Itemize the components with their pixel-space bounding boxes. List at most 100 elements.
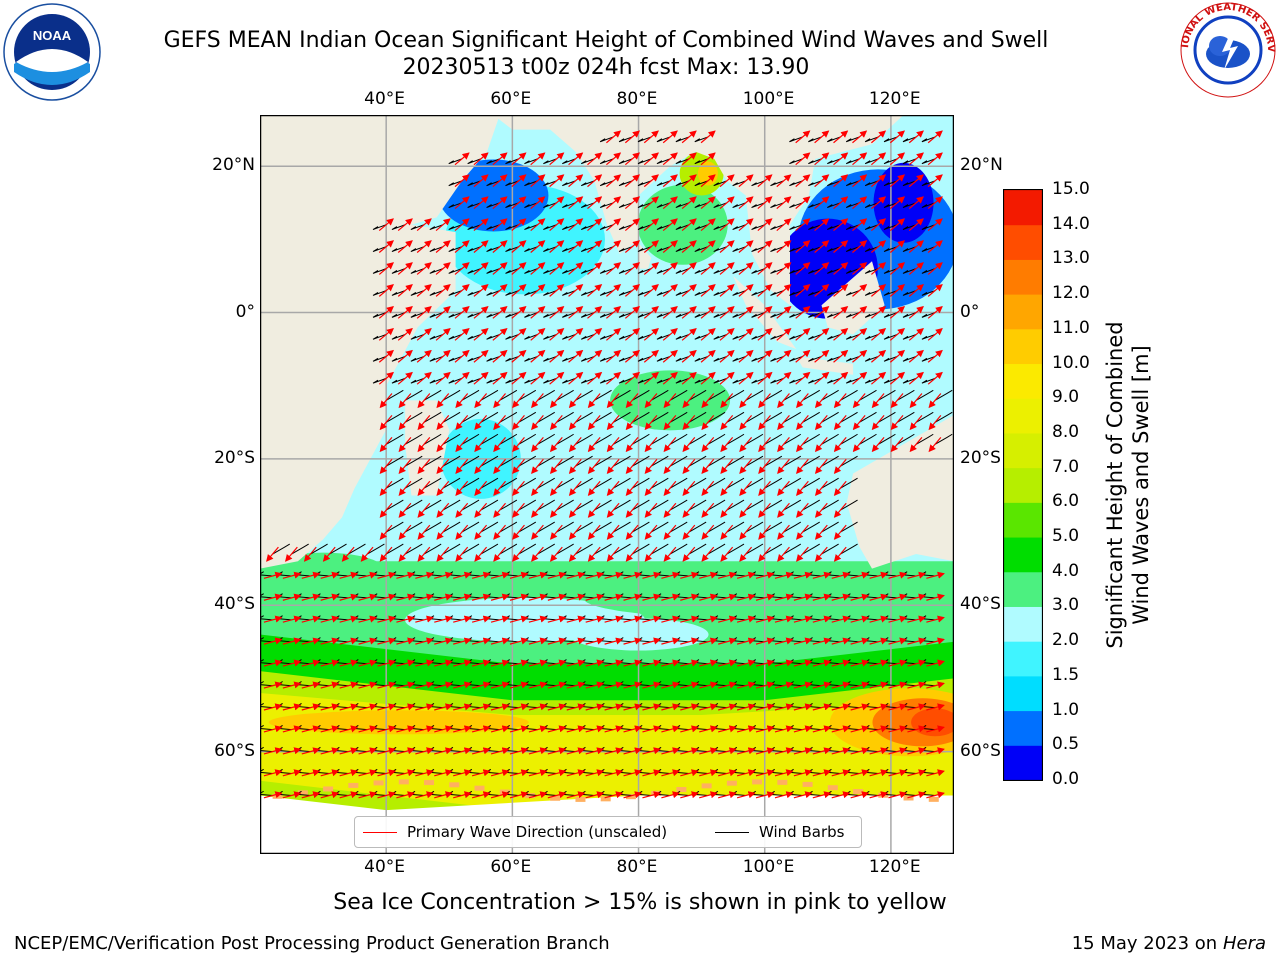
wave-arrow <box>680 571 699 579</box>
wind-barb <box>656 290 671 296</box>
wave-arrow <box>531 415 544 431</box>
wave-arrow <box>643 349 659 363</box>
wave-arrow <box>776 349 792 363</box>
wave-arrow <box>568 415 582 431</box>
wind-barb <box>789 158 803 165</box>
wind-barb <box>461 411 480 423</box>
wave-arrow <box>455 436 469 453</box>
colorbar-tick-label: 5.0 <box>1052 526 1080 547</box>
wave-arrow <box>814 502 828 518</box>
wave-arrow <box>814 371 830 385</box>
wind-barb <box>580 158 595 165</box>
wave-arrow <box>263 571 283 579</box>
wind-barb <box>260 703 273 709</box>
wind-barb <box>486 246 500 252</box>
wind-barb <box>505 312 519 318</box>
sea-ice-cell <box>701 783 712 789</box>
wave-arrow <box>435 284 451 297</box>
wind-barb <box>637 246 652 252</box>
wave-arrow <box>606 458 620 475</box>
wave-arrow <box>492 174 508 188</box>
wind-barb <box>524 224 538 231</box>
wind-barb <box>845 246 860 252</box>
wave-arrow <box>663 393 677 409</box>
colorbar-tick-label: 10.0 <box>1052 352 1090 373</box>
wind-barb <box>921 290 936 296</box>
wind-barb <box>404 455 423 467</box>
wind-barb <box>726 499 745 511</box>
wind-barb <box>821 389 839 401</box>
wave-arrow <box>889 327 906 341</box>
wave-arrow <box>606 240 622 253</box>
wave-arrow <box>511 371 527 385</box>
sea-ice-cell <box>297 790 308 796</box>
wave-arrow <box>531 480 544 496</box>
wave-arrow <box>606 349 622 363</box>
wind-barb <box>518 477 537 489</box>
sea-ice-cell <box>348 782 359 788</box>
wave-arrow <box>587 502 601 518</box>
wind-barb <box>537 477 555 489</box>
wave-arrow <box>531 546 544 562</box>
wave-arrow <box>890 415 904 431</box>
wave-arrow <box>378 284 394 297</box>
wind-barb <box>864 246 879 252</box>
wave-arrow <box>719 305 735 319</box>
wind-barb <box>618 290 633 296</box>
lon-tick-label: 120°E <box>868 89 921 109</box>
wind-barb <box>707 389 726 401</box>
wave-arrow <box>379 502 393 518</box>
wave-arrow <box>492 371 508 385</box>
wind-barb <box>429 246 444 252</box>
wind-barb <box>580 377 595 384</box>
wave-arrow <box>624 349 641 363</box>
wave-arrow <box>643 305 659 319</box>
wave-arrow <box>909 415 923 431</box>
colorbar-title-line2: Wind Waves and Swell [m] <box>1129 345 1153 625</box>
wave-arrow <box>568 196 584 210</box>
wave-arrow <box>473 371 489 385</box>
wave-arrow <box>662 240 678 253</box>
wind-barb <box>783 389 802 401</box>
wave-arrow <box>795 196 811 210</box>
wind-barb <box>410 334 425 340</box>
sea-ice-cell <box>625 794 636 800</box>
colorbar-segment <box>1004 641 1042 677</box>
sea-ice-cell <box>928 796 939 802</box>
wave-arrow <box>568 546 582 562</box>
wave-arrow <box>493 524 506 540</box>
wave-arrow <box>833 371 849 385</box>
wind-barb <box>650 411 669 423</box>
wind-barb <box>480 455 499 467</box>
asia <box>493 115 904 306</box>
wind-barb <box>537 543 555 555</box>
wave-arrow <box>682 415 696 431</box>
wind-barb <box>770 377 784 384</box>
wind-barb <box>808 202 822 209</box>
colorbar-segment <box>1004 710 1042 746</box>
wind-barb <box>310 543 328 555</box>
wind-barb <box>442 389 461 401</box>
wave-arrow <box>776 371 792 385</box>
wave-arrow <box>908 174 924 188</box>
sea-ice-cell <box>600 796 611 802</box>
wave-arrow <box>378 262 394 275</box>
wave-arrow <box>720 415 734 431</box>
colorbar-tick-label: 4.0 <box>1052 560 1080 581</box>
wind-barb <box>770 202 784 209</box>
wind-barb <box>675 290 690 296</box>
wave-arrow <box>889 305 906 319</box>
wind-barb <box>486 355 500 362</box>
wave-arrow <box>738 371 754 385</box>
wind-barb <box>751 334 765 340</box>
wind-barb <box>713 180 728 187</box>
wave-arrow <box>568 240 584 253</box>
wave-arrow <box>833 240 849 253</box>
wave-arrow <box>889 130 906 144</box>
wave-arrow <box>397 262 413 275</box>
wind-barb <box>770 312 784 318</box>
sea-ice-cell <box>575 796 586 802</box>
wind-barb <box>764 499 783 511</box>
wind-barb <box>694 268 709 274</box>
wind-barb <box>732 334 746 340</box>
